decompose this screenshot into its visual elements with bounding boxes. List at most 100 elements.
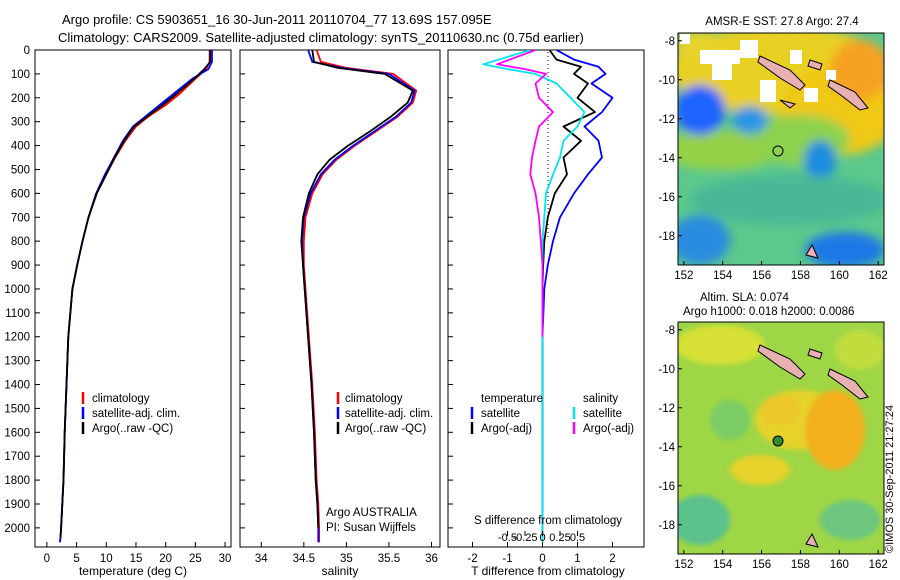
y-tick-label: 1300	[4, 356, 30, 368]
sla-map-title: Altim. SLA: 0.074	[700, 292, 789, 304]
map-y-tick-label: -18	[658, 520, 675, 532]
x-tick-label: 36	[425, 553, 438, 565]
map-y-tick-label: -14	[658, 442, 675, 454]
sla-map-frame	[677, 321, 885, 555]
sla-map-subtitle: Argo h1000: 0.018 h2000: 0.0086	[683, 306, 854, 318]
x-tick-label: 35	[340, 553, 353, 565]
map-x-tick-label: 158	[791, 270, 810, 282]
x-tick-label: 34	[255, 553, 268, 565]
x-tick-label: 1	[574, 553, 580, 565]
sla-argo-marker	[772, 435, 784, 447]
y-tick-label: 500	[11, 164, 30, 176]
legend-label-temp-argo: Argo(-adj)	[481, 423, 532, 435]
sst-land	[757, 55, 869, 259]
x-tick-label: 34.5	[293, 553, 315, 565]
map-x-tick-label: 156	[752, 559, 771, 571]
argo-program-label: Argo AUSTRALIA	[326, 507, 417, 519]
map-y-tick-label: -10	[658, 364, 675, 376]
legend-title-salinity: salinity	[583, 393, 618, 405]
x-tick-label: 0	[539, 553, 545, 565]
map-y-tick-label: -18	[658, 231, 675, 243]
x-tick-label: 15	[130, 553, 143, 565]
map-y-tick-label: -16	[658, 192, 675, 204]
y-tick-label: 2000	[4, 523, 30, 535]
salinity-y-ticks	[240, 49, 245, 529]
temperature-x-ticks: 0 5 10 15 20 25 30	[44, 542, 232, 565]
x-tick-label: 30	[219, 553, 232, 565]
map-x-tick-label: 158	[791, 559, 810, 571]
sla-map: Altim. SLA: 0.074 Argo h1000: 0.018 h200…	[658, 292, 887, 571]
y-tick-label: 400	[11, 141, 30, 153]
series-line	[496, 50, 554, 337]
y-tick-label: 300	[11, 117, 30, 129]
figure-title-line2: Climatology: CARS2009. Satellite-adjuste…	[58, 30, 584, 45]
s-tick-label: -0.25	[512, 532, 537, 544]
s-tick-label: 0.5	[570, 532, 585, 544]
y-tick-label: 1100	[5, 308, 30, 320]
legend-label-argo: Argo(..raw -QC)	[345, 423, 426, 435]
salinity-x-ticks: 34 34.5 35 35.5 36	[255, 542, 438, 565]
sla-field	[678, 322, 884, 554]
x-tick-label: 0	[44, 553, 50, 565]
sst-field	[678, 33, 884, 265]
sst-missing-data	[680, 34, 836, 102]
y-tick-label: 1500	[4, 403, 30, 415]
s-tick-label: 0.25	[549, 532, 570, 544]
series-line	[59, 50, 212, 538]
difference-y-ticks	[448, 49, 453, 529]
map-x-tick-label: 162	[869, 270, 888, 282]
map-x-tick-label: 152	[674, 270, 693, 282]
y-tick-label: 200	[11, 93, 30, 105]
salinity-lines	[300, 50, 418, 543]
salinity-x-label: salinity	[322, 564, 359, 578]
map-y-tick-label: -16	[658, 481, 675, 493]
figure-title-line1: Argo profile: CS 5903651_16 30-Jun-2011 …	[62, 12, 492, 27]
map-x-tick-label: 154	[713, 270, 733, 282]
imos-credit: ©IMOS 30-Sep-2011 21:27:24	[884, 405, 896, 553]
x-tick-label: -1	[502, 553, 512, 565]
x-tick-label: 20	[159, 553, 172, 565]
s-difference-label: S difference from climatology	[474, 515, 622, 527]
salinity-difference-scale: -0.5-0.25 0 0.25 0.5	[498, 531, 585, 544]
y-tick-label: 1800	[4, 475, 30, 487]
salinity-axes-frame	[239, 49, 441, 548]
legend-label-climatology: climatology	[345, 393, 403, 405]
y-tick-label: 1400	[4, 380, 30, 392]
temperature-lines	[59, 50, 213, 543]
legend-label-sal-argo: Argo(-adj)	[583, 423, 634, 435]
map-x-tick-label: 162	[869, 559, 888, 571]
map-y-tick-label: -14	[658, 153, 675, 165]
difference-axes-frame	[447, 49, 645, 548]
sla-map-ticks: 152 154 156 158 160 162 -8 -10 -12 -14 -16 -18	[658, 325, 887, 571]
difference-x-ticks: -2 -1 0 1 2	[467, 542, 616, 565]
x-tick-label: 5	[73, 553, 79, 565]
sst-map: AMSR-E SST: 27.8 Argo: 27.4	[658, 16, 888, 282]
series-line	[300, 50, 414, 528]
x-tick-label: 10	[100, 553, 113, 565]
y-tick-label: 1600	[4, 427, 30, 439]
salinity-legend: climatology satellite-adj. clim. Argo(..…	[336, 392, 433, 435]
difference-lines	[482, 50, 614, 543]
y-tick-label: 1700	[4, 451, 30, 463]
legend-label-temp-satellite: satellite	[481, 408, 520, 420]
map-y-tick-label: -12	[658, 403, 675, 415]
map-x-tick-label: 156	[752, 270, 771, 282]
salinity-panel: 34 34.5 35 35.5 36 salinity climatology sate…	[239, 49, 441, 578]
temperature-axes-frame	[34, 49, 232, 548]
map-x-tick-label: 154	[713, 559, 733, 571]
sla-land	[757, 344, 869, 548]
argo-pi-label: PI: Susan Wijffels	[326, 522, 416, 534]
map-y-tick-label: -12	[658, 114, 675, 126]
map-y-tick-label: -10	[658, 75, 675, 87]
temperature-x-label: temperature (deg C)	[79, 564, 187, 578]
x-tick-label: 25	[189, 553, 202, 565]
x-tick-label: 35.5	[378, 553, 400, 565]
s-tick-label: -0.5	[498, 532, 517, 544]
legend-label-argo: Argo(..raw -QC)	[92, 423, 173, 435]
sst-argo-marker	[772, 145, 784, 157]
y-tick-label: 1200	[4, 332, 30, 344]
legend-label-satellite: satellite-adj. clim.	[345, 408, 433, 420]
map-x-tick-label: 160	[830, 270, 849, 282]
y-tick-label: 600	[11, 188, 30, 200]
